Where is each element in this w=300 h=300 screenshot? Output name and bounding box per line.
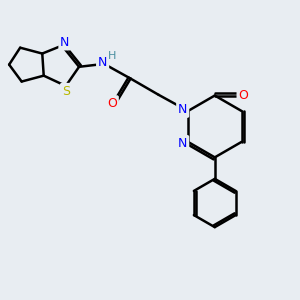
Text: N: N [98, 56, 107, 69]
Text: N: N [178, 103, 188, 116]
Text: O: O [238, 89, 248, 102]
Text: N: N [178, 137, 188, 150]
Text: O: O [107, 97, 117, 110]
Text: N: N [60, 36, 70, 49]
Text: H: H [108, 51, 116, 61]
Text: S: S [62, 85, 70, 98]
